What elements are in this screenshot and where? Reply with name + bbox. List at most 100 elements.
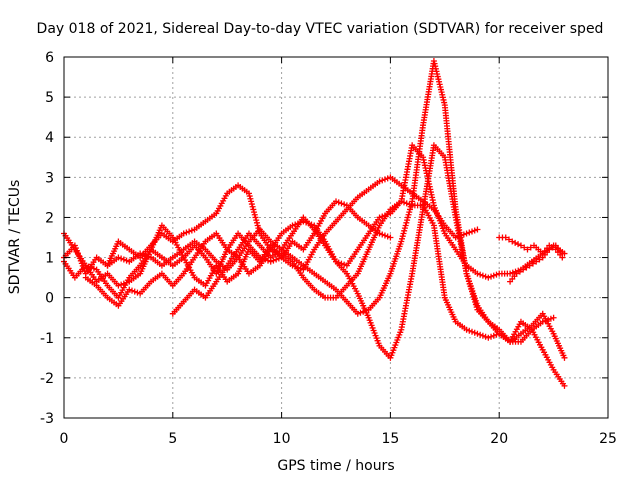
- x-tick-label: 10: [273, 431, 291, 447]
- data-marker: [118, 281, 125, 288]
- data-marker: [490, 332, 497, 339]
- data-marker: [471, 227, 478, 234]
- data-point: [517, 242, 524, 249]
- data-marker: [547, 315, 554, 322]
- data-marker: [120, 256, 127, 263]
- data-marker: [139, 251, 146, 258]
- tick-layer: -3 -2 -1 0 1 2 3 4 5 6 0 5 10 15 20 25: [40, 50, 617, 447]
- data-marker: [482, 333, 489, 340]
- data-point: [463, 230, 470, 237]
- data-marker: [251, 211, 258, 218]
- data-point: [561, 382, 568, 389]
- grid-layer: [64, 57, 608, 418]
- data-marker: [536, 256, 543, 263]
- y-tick-label: -3: [40, 411, 54, 427]
- data-point: [550, 314, 557, 321]
- y-tick-label: 2: [45, 210, 54, 226]
- data-marker: [335, 199, 342, 206]
- data-marker: [479, 272, 486, 279]
- data-marker: [471, 329, 478, 336]
- data-point: [126, 286, 133, 293]
- data-point: [509, 238, 516, 245]
- data-marker: [249, 203, 256, 210]
- data-point: [137, 250, 144, 257]
- data-marker: [338, 200, 345, 207]
- data-marker: [273, 256, 280, 263]
- data-marker: [145, 253, 152, 260]
- data-marker: [466, 327, 473, 334]
- data-point: [463, 326, 470, 333]
- data-point: [546, 246, 553, 253]
- data-marker: [248, 198, 255, 205]
- x-tick-label: 20: [490, 431, 508, 447]
- data-point: [180, 230, 187, 237]
- data-point: [561, 354, 568, 361]
- data-marker: [399, 233, 406, 240]
- data-marker: [248, 201, 255, 208]
- series-s5: [82, 142, 568, 361]
- data-marker: [265, 257, 271, 264]
- data-marker: [488, 333, 495, 340]
- data-marker: [490, 272, 497, 279]
- data-marker: [381, 232, 388, 239]
- data-marker: [401, 199, 407, 206]
- data-marker: [247, 195, 254, 202]
- data-point: [502, 234, 509, 241]
- data-marker: [250, 206, 257, 213]
- data-marker: [120, 280, 127, 287]
- data-marker: [549, 244, 556, 251]
- series-s3: [61, 174, 481, 289]
- y-tick-label: 6: [45, 50, 54, 66]
- data-marker: [123, 279, 130, 286]
- data-layer: [61, 58, 568, 389]
- series-s4: [104, 58, 557, 345]
- data-marker: [379, 177, 386, 184]
- data-point: [513, 270, 520, 277]
- data-marker: [254, 222, 261, 229]
- data-point: [474, 270, 481, 277]
- data-marker: [401, 225, 408, 232]
- data-point: [115, 282, 122, 289]
- data-marker: [308, 221, 315, 228]
- data-marker: [399, 235, 406, 242]
- data-marker: [253, 217, 260, 224]
- plot-frame: [63, 56, 609, 419]
- data-marker: [404, 217, 411, 224]
- data-point: [354, 310, 361, 317]
- data-point: [559, 250, 566, 257]
- data-marker: [404, 214, 411, 221]
- data-point: [474, 330, 481, 337]
- data-marker: [515, 241, 522, 248]
- data-marker: [90, 265, 97, 272]
- data-marker: [183, 229, 190, 236]
- data-marker: [529, 260, 536, 267]
- data-point: [485, 274, 492, 281]
- data-marker: [493, 271, 500, 278]
- y-axis-label: SDTVAR / TECUs: [7, 180, 23, 295]
- data-point: [485, 334, 492, 341]
- data-marker: [142, 252, 149, 259]
- y-tick-label: 5: [45, 90, 54, 106]
- data-marker: [512, 239, 519, 246]
- data-marker: [131, 288, 138, 295]
- chart-title: Day 018 of 2021, Sidereal Day-to-day VTE…: [37, 21, 604, 37]
- data-point: [376, 178, 383, 185]
- data-marker: [251, 209, 258, 216]
- data-marker: [252, 214, 259, 221]
- data-marker: [488, 273, 495, 280]
- data-marker: [505, 236, 512, 243]
- series-s6: [169, 142, 568, 317]
- data-marker: [134, 289, 141, 296]
- data-marker: [341, 201, 348, 208]
- data-point: [524, 246, 531, 253]
- data-marker: [357, 309, 364, 316]
- data-marker: [469, 228, 475, 235]
- data-marker: [479, 332, 486, 339]
- x-tick-label: 25: [599, 431, 617, 447]
- data-marker: [403, 219, 410, 226]
- data-point: [333, 198, 339, 205]
- data-marker: [406, 209, 413, 216]
- data-marker: [482, 273, 489, 280]
- data-marker: [469, 328, 475, 335]
